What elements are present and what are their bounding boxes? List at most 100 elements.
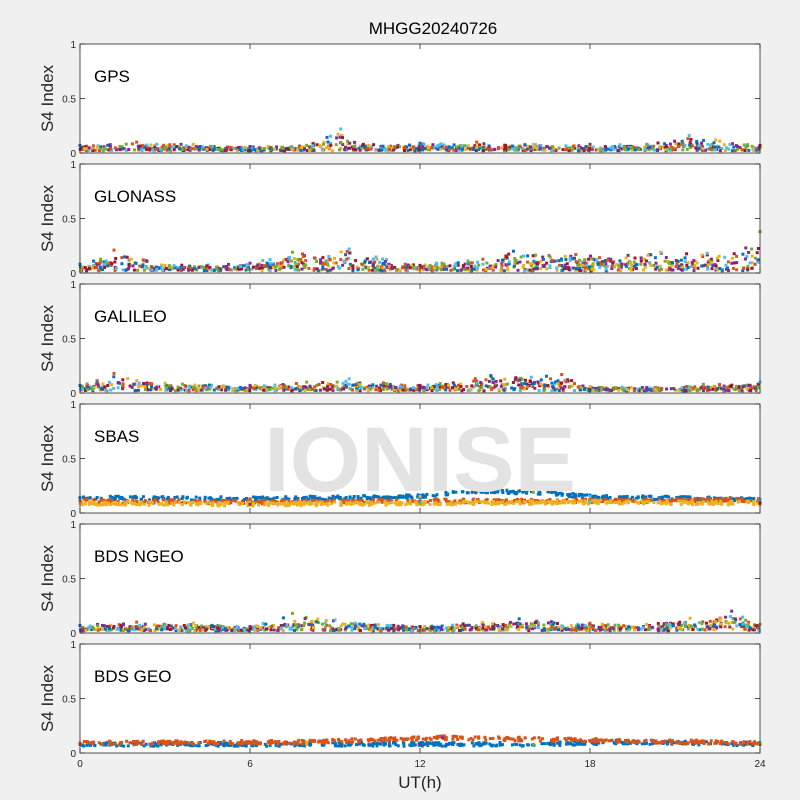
data-point [175, 145, 179, 148]
data-point [714, 148, 717, 151]
data-point [370, 501, 374, 505]
data-point [454, 262, 458, 266]
data-point [159, 387, 163, 391]
data-point [545, 374, 548, 378]
data-point [694, 500, 698, 503]
data-point [287, 499, 291, 502]
data-point [648, 261, 651, 265]
data-point [731, 497, 735, 501]
data-point [200, 265, 204, 269]
data-point [87, 264, 91, 268]
data-point [568, 258, 572, 262]
data-point [194, 389, 198, 393]
data-point [588, 500, 592, 504]
data-point [680, 139, 684, 143]
data-point [244, 628, 248, 632]
data-point [694, 146, 698, 150]
data-point [742, 143, 746, 147]
data-point [537, 626, 540, 630]
data-point [583, 493, 587, 497]
data-point [283, 622, 287, 626]
data-point [541, 384, 545, 388]
data-point [594, 501, 598, 505]
data-point [133, 496, 137, 500]
data-point [180, 497, 184, 501]
data-point [236, 629, 240, 632]
data-point [267, 626, 271, 630]
data-point [85, 388, 89, 391]
data-point [475, 266, 479, 270]
data-point [320, 500, 324, 504]
data-point [581, 384, 585, 388]
y-tick-label: 0.5 [62, 335, 76, 346]
data-point [347, 247, 351, 251]
data-point [594, 498, 597, 502]
data-point [95, 266, 99, 270]
data-point [371, 264, 375, 268]
data-point [223, 627, 227, 631]
data-point [335, 136, 339, 140]
data-point [669, 624, 673, 628]
data-point [265, 497, 269, 501]
data-point [731, 142, 734, 146]
data-point [737, 385, 741, 389]
data-point [588, 624, 592, 628]
data-point [240, 387, 244, 391]
data-point [528, 502, 531, 506]
data-point [217, 385, 221, 389]
data-point [587, 628, 591, 632]
data-point [106, 143, 110, 147]
data-point [739, 498, 743, 502]
data-point [386, 628, 390, 632]
data-point [571, 626, 575, 630]
data-point [168, 501, 172, 505]
data-point [709, 623, 713, 627]
data-point [531, 385, 535, 389]
data-point [581, 502, 585, 506]
data-point [572, 266, 576, 270]
data-point [454, 490, 458, 494]
data-point [417, 388, 421, 392]
data-point [161, 268, 165, 272]
data-point [677, 499, 681, 503]
data-point [727, 621, 731, 625]
data-point [469, 627, 473, 631]
data-point [533, 146, 537, 149]
data-point [727, 502, 731, 506]
data-point [700, 264, 704, 268]
data-point [613, 501, 617, 505]
data-point [309, 501, 313, 505]
data-point [686, 261, 690, 265]
data-point [431, 143, 435, 147]
data-point [82, 495, 85, 499]
data-point [473, 144, 477, 148]
data-point [338, 135, 342, 139]
data-point [109, 503, 112, 506]
data-point [222, 498, 226, 502]
data-point [245, 388, 249, 392]
data-point [680, 386, 684, 390]
data-point [361, 142, 365, 146]
data-point [234, 389, 238, 393]
data-point [236, 265, 240, 269]
data-point [709, 144, 713, 148]
data-point [124, 142, 128, 146]
data-point [307, 388, 311, 392]
data-point [94, 382, 98, 386]
data-point [702, 385, 706, 389]
data-point [716, 259, 720, 262]
data-point [582, 388, 586, 391]
data-point [723, 625, 727, 629]
data-point [671, 268, 675, 272]
data-point [533, 501, 537, 505]
data-point [692, 259, 696, 263]
data-point [437, 628, 441, 632]
data-point [537, 381, 541, 385]
data-point [155, 498, 159, 502]
data-point [166, 144, 170, 148]
data-point [390, 267, 394, 271]
data-point [108, 494, 112, 498]
data-point [220, 385, 224, 389]
data-point [434, 388, 438, 392]
data-point [373, 269, 377, 273]
